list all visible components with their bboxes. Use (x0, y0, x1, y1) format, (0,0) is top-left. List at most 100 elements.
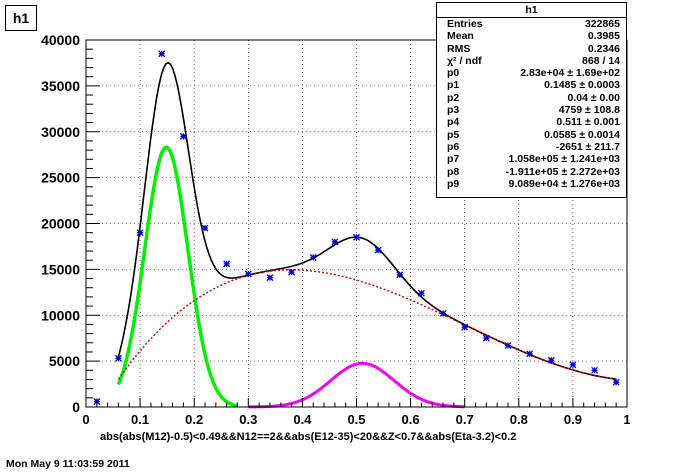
stats-value: 9.089e+04 ± 1.276e+03 (508, 177, 620, 190)
data-point (482, 334, 490, 342)
data-point-stroke (374, 246, 382, 254)
stats-row: p4 0.511 ± 0.001 (437, 116, 626, 128)
fit-curve-total-fit (117, 61, 617, 380)
data-point (288, 268, 296, 276)
y-tick-label: 20000 (41, 216, 80, 232)
stats-value: 0.2346 (587, 42, 620, 55)
stats-label: p6 (447, 140, 460, 153)
data-point-stroke (547, 356, 555, 364)
x-tick-label: 0.6 (402, 412, 420, 427)
fit-curve-peak-2 (248, 361, 465, 409)
fit-curve-peak-1 (116, 145, 238, 408)
stats-value: 0.3985 (587, 30, 620, 43)
data-point (526, 350, 534, 358)
data-point (179, 132, 187, 140)
stats-label: p5 (447, 128, 460, 141)
y-tick-label: 40000 (41, 32, 80, 48)
data-point (439, 309, 447, 317)
y-tick-label: 5000 (49, 353, 80, 369)
stats-row: χ² / ndf 868 / 14 (437, 55, 626, 67)
stats-rows: Entries 322865 Mean 0.3985 RMS 0.2346 χ² / ndf… (437, 18, 626, 190)
data-point (223, 260, 231, 268)
stats-label: Entries (447, 18, 483, 30)
stats-value: 1.058e+05 ± 1.241e+03 (508, 153, 620, 166)
stats-box: h1 Entries 322865 Mean 0.3985 RMS 0.2346 χ² / … (436, 2, 627, 198)
data-point (547, 356, 555, 364)
stats-label: p4 (447, 116, 460, 129)
stats-label: p8 (447, 165, 460, 178)
data-point-stroke (569, 361, 577, 369)
data-point-stroke (353, 233, 360, 241)
stats-label: p2 (447, 91, 460, 104)
x-tick-label: 0.4 (293, 412, 312, 427)
stats-value: 2.83e+04 ± 1.69e+02 (520, 67, 620, 80)
data-points (93, 50, 620, 405)
stats-row: Entries 322865 (437, 18, 626, 30)
data-point (266, 274, 274, 282)
data-point (115, 354, 122, 362)
data-point-stroke (439, 309, 447, 317)
stats-label: p1 (447, 79, 460, 92)
stats-value: 868 / 14 (582, 54, 620, 67)
x-tick-label: 0.8 (510, 412, 528, 427)
y-tick-label: 35000 (41, 78, 80, 94)
data-point (461, 323, 469, 331)
data-point-stroke (136, 229, 144, 237)
stats-label: Mean (447, 30, 474, 43)
stats-label: χ² / ndf (447, 54, 482, 67)
y-tick-label: 30000 (41, 124, 80, 140)
data-point-stroke (115, 354, 122, 362)
data-point-stroke (179, 132, 187, 140)
axes: 0 0.1 0.2 0.3 0.4 0.5 0.6 0.7 0.8 0.9 1 0 5000 10000 1… (41, 32, 631, 427)
x-tick-label: 0.1 (131, 412, 149, 427)
x-tick-label: 0.5 (347, 412, 365, 427)
stats-row: p2 0.04 ± 0.00 (437, 92, 626, 104)
data-point-stroke (504, 342, 512, 349)
stats-row: p6 -2651 ± 211.7 (437, 141, 626, 153)
data-point-stroke (201, 224, 209, 232)
data-point-stroke (461, 323, 469, 331)
stats-value: 4759 ± 108.8 (558, 104, 620, 117)
timestamp: Mon May 9 11:03:59 2011 (6, 458, 130, 470)
data-point-stroke (266, 274, 274, 282)
stats-row: p8 -1.911e+05 ± 2.272e+03 (437, 166, 626, 178)
stats-value: 322865 (584, 18, 620, 30)
x-tick-label: 0.2 (185, 412, 203, 427)
data-point-stroke (309, 253, 317, 261)
stats-value: 0.04 ± 0.00 (567, 91, 620, 104)
stats-label: p7 (447, 153, 460, 166)
stats-row: p1 0.1485 ± 0.0003 (437, 79, 626, 91)
stats-row: p5 0.0585 ± 0.0014 (437, 129, 626, 141)
data-point-stroke (482, 334, 490, 342)
data-point (93, 398, 101, 405)
data-point (158, 50, 166, 58)
data-point (504, 342, 512, 349)
data-point-stroke (526, 350, 534, 358)
stats-row: p7 1.058e+05 ± 1.241e+03 (437, 153, 626, 165)
data-point (612, 378, 620, 386)
stats-value: -1.911e+05 ± 2.272e+03 (505, 165, 620, 178)
data-point-stroke (591, 366, 598, 374)
stats-row: p9 9.089e+04 ± 1.276e+03 (437, 178, 626, 190)
stats-label: RMS (447, 42, 471, 55)
histogram-title: h1 (5, 5, 37, 31)
data-point-stroke (244, 270, 252, 278)
stats-label: p9 (447, 177, 460, 190)
y-tick-label: 25000 (41, 170, 80, 186)
x-tick-label: 0.7 (456, 412, 474, 427)
data-point (201, 224, 209, 232)
data-point-stroke (93, 398, 101, 405)
y-tick-label: 0 (72, 399, 80, 415)
data-point-stroke (288, 268, 296, 276)
data-point (244, 270, 252, 278)
x-tick-label: 1 (623, 412, 630, 427)
data-point-stroke (223, 260, 231, 268)
data-point-stroke (396, 271, 404, 279)
data-point-stroke (331, 238, 339, 246)
stats-row: p3 4759 ± 108.8 (437, 104, 626, 116)
y-tick-label: 10000 (41, 307, 80, 323)
y-tick-label: 15000 (41, 261, 80, 277)
fit-curves (116, 61, 617, 409)
x-axis-label: abs(abs(M12)-0.5)<0.49&&N12==2&&abs(E12-… (100, 431, 517, 443)
stats-value: 0.511 ± 0.001 (556, 116, 620, 129)
